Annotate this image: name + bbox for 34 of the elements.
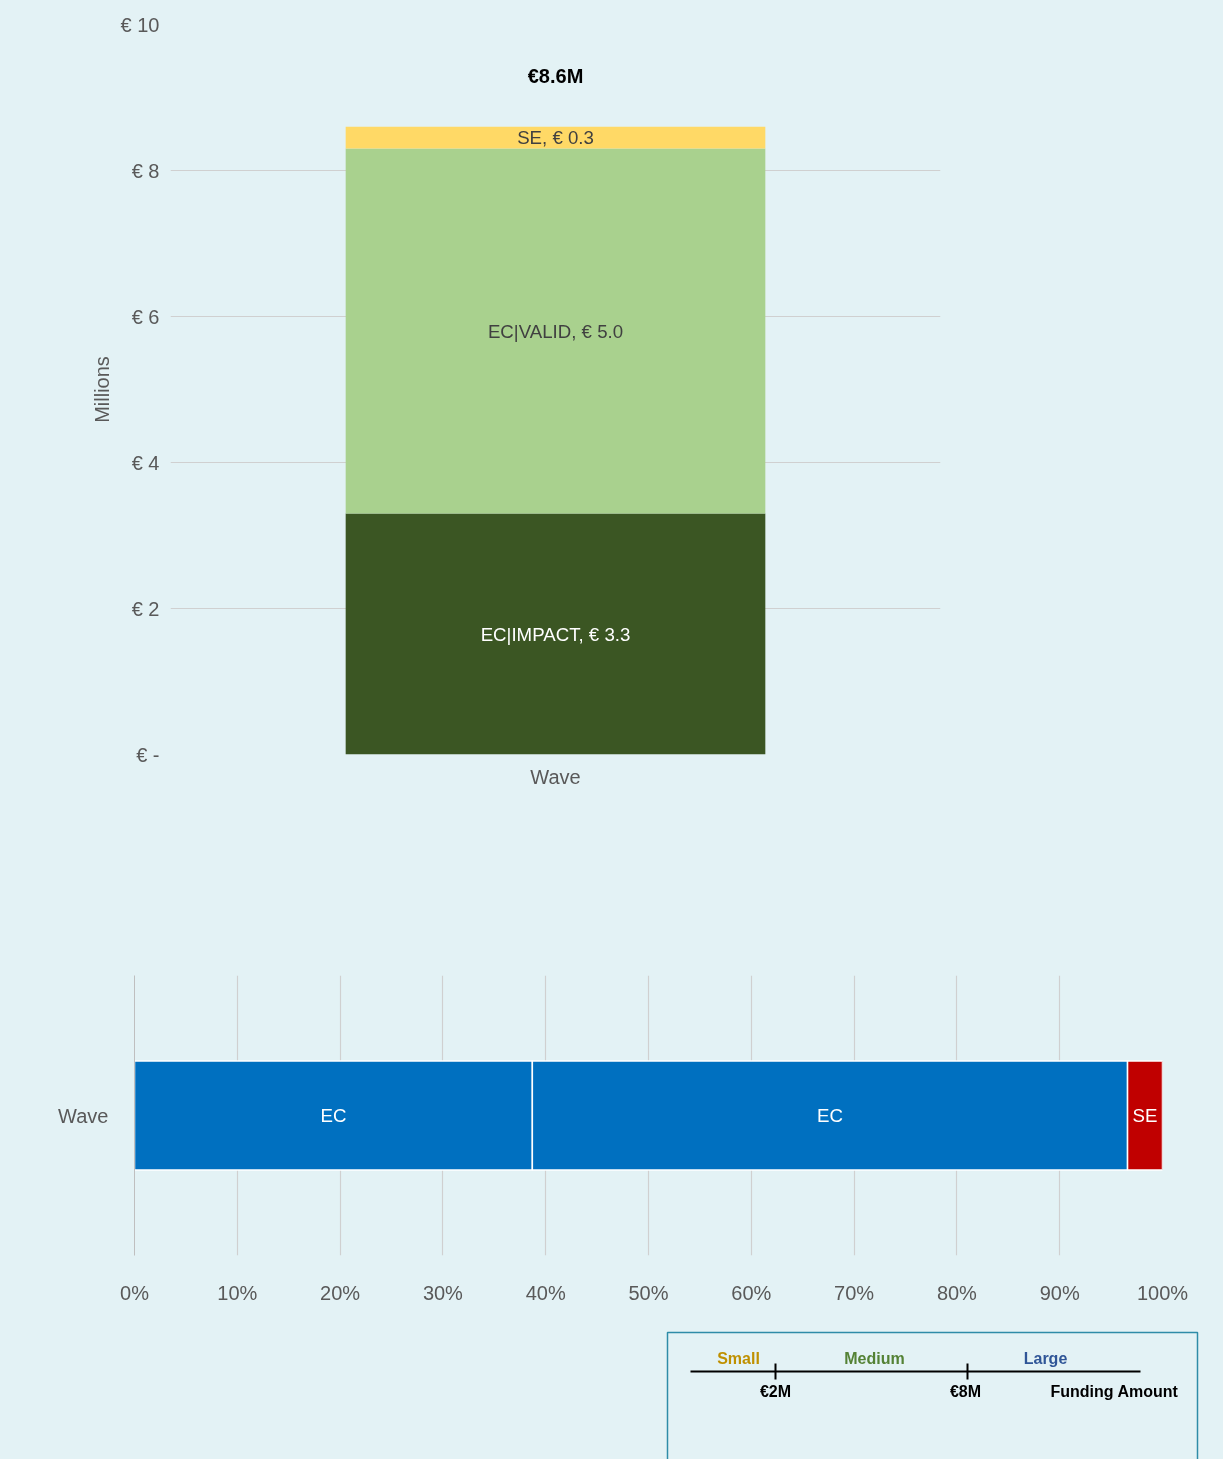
x-tick-label: 80%: [936, 1281, 978, 1304]
text: Large: [1023, 1350, 1068, 1367]
bar: [345, 126, 766, 149]
x-tick-label: 60%: [731, 1281, 772, 1304]
y-tick-label: € -: [136, 743, 160, 766]
total-label: €8.6M: [527, 64, 584, 87]
y-axis-title: Millions: [90, 356, 113, 423]
x-tick-label: 90%: [1039, 1281, 1080, 1304]
x-tick-label: 10%: [217, 1281, 258, 1304]
y-tick-label: € 8: [131, 159, 160, 182]
x-tick-label: 40%: [525, 1281, 566, 1304]
y-tick-label: € 6: [131, 305, 160, 328]
data-label: SE: [1132, 1105, 1158, 1126]
text: €2M: [759, 1383, 792, 1400]
bar: [345, 148, 766, 514]
x-tick-label: 20%: [320, 1281, 361, 1304]
text: Funding Amount: [1050, 1383, 1179, 1400]
text: €8M: [949, 1383, 982, 1400]
x-tick-label: 0%: [120, 1281, 150, 1304]
y-tick-label: € 4: [131, 451, 160, 474]
text: Small: [717, 1350, 760, 1367]
x-tick-label: 70%: [834, 1281, 875, 1304]
data-label: EC|VALID, € 5.0: [487, 320, 624, 342]
bar: [345, 513, 766, 755]
x-tick-label: 100%: [1136, 1281, 1189, 1304]
text: Medium: [844, 1350, 905, 1367]
y-tick-label: € 2: [131, 597, 160, 620]
x-tick-label: 50%: [628, 1281, 669, 1304]
x-tick-label: 30%: [422, 1281, 464, 1304]
data-label: SE, € 0.3: [517, 127, 594, 149]
data-label: EC|IMPACT, € 3.3: [480, 623, 631, 645]
data-label: EC: [320, 1105, 347, 1126]
data-label: EC: [816, 1105, 843, 1126]
y-tick-label: € 10: [120, 13, 160, 36]
